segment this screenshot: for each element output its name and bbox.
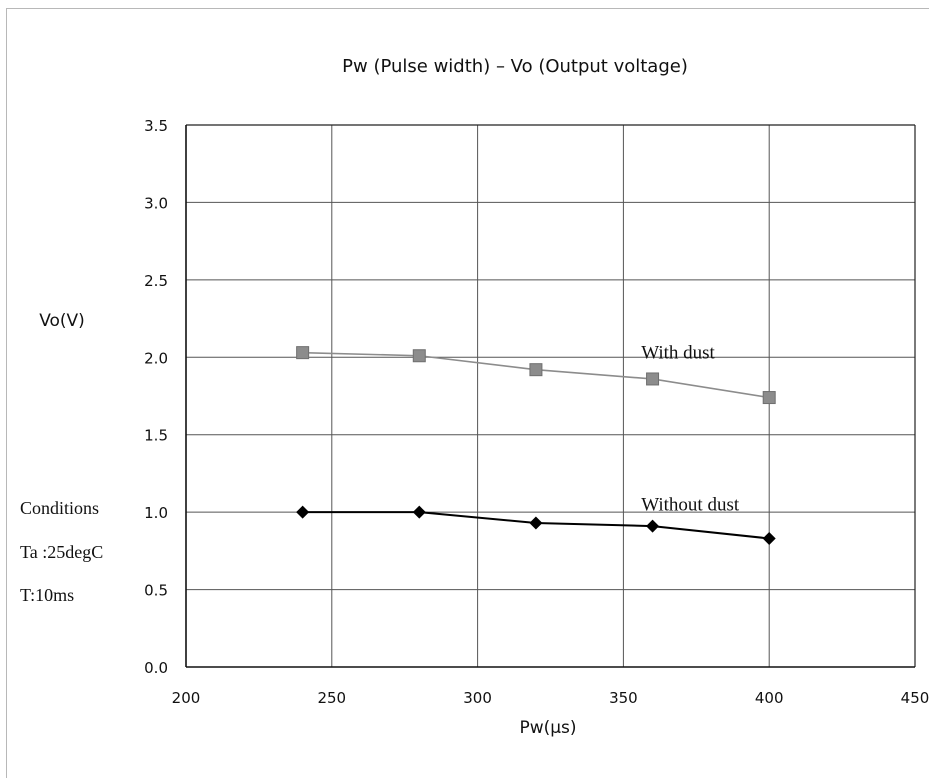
x-tick-label: 200: [172, 689, 201, 707]
y-tick-label: 1.5: [144, 427, 168, 445]
page-border: [6, 8, 929, 778]
series-label: Without dust: [641, 494, 740, 515]
series-without-dust: Without dust: [296, 494, 776, 545]
y-tick-label: 0.5: [144, 582, 168, 600]
series-group: With dust Without dust: [296, 343, 776, 545]
y-tick-label: 2.5: [144, 272, 168, 290]
series-with-dust: With dust: [296, 343, 776, 405]
data-point-diamond: [296, 505, 310, 519]
data-point-diamond: [412, 505, 426, 519]
condition-ta: Ta :25degC: [20, 542, 103, 562]
x-tick-label: 350: [609, 689, 638, 707]
x-tick-label: 300: [463, 689, 492, 707]
x-tick-label: 450: [901, 689, 929, 707]
y-tick-label: 3.5: [144, 117, 168, 135]
x-tick-label: 400: [755, 689, 784, 707]
conditions-title: Conditions: [20, 498, 99, 518]
series-label: With dust: [641, 343, 715, 364]
y-tick-label: 0.0: [144, 659, 168, 677]
data-point-square: [529, 363, 543, 377]
x-tick-label: 250: [317, 689, 346, 707]
y-axis-label: Vo(V): [39, 311, 85, 331]
y-tick-label: 1.0: [144, 504, 168, 522]
data-point-diamond: [762, 531, 776, 545]
data-point-diamond: [646, 519, 660, 533]
data-point-square: [646, 372, 660, 386]
data-point-square: [762, 391, 776, 405]
chart-title: Pw (Pulse width) – Vo (Output voltage): [342, 56, 688, 77]
y-tick-label: 3.0: [144, 194, 168, 212]
y-tick-label: 2.0: [144, 349, 168, 367]
data-point-square: [412, 349, 426, 363]
data-point-square: [296, 346, 310, 360]
axes: [185, 124, 916, 668]
tick-labels: 0.0 0.5 1.0 1.5 2.0 2.5 3.0 3.5 200 250 300 350 400 4…: [144, 117, 929, 707]
data-point-diamond: [529, 516, 543, 530]
condition-t: T:10ms: [20, 585, 74, 605]
plot-area: [186, 125, 915, 667]
x-axis-label: Pw(μs): [519, 718, 576, 738]
